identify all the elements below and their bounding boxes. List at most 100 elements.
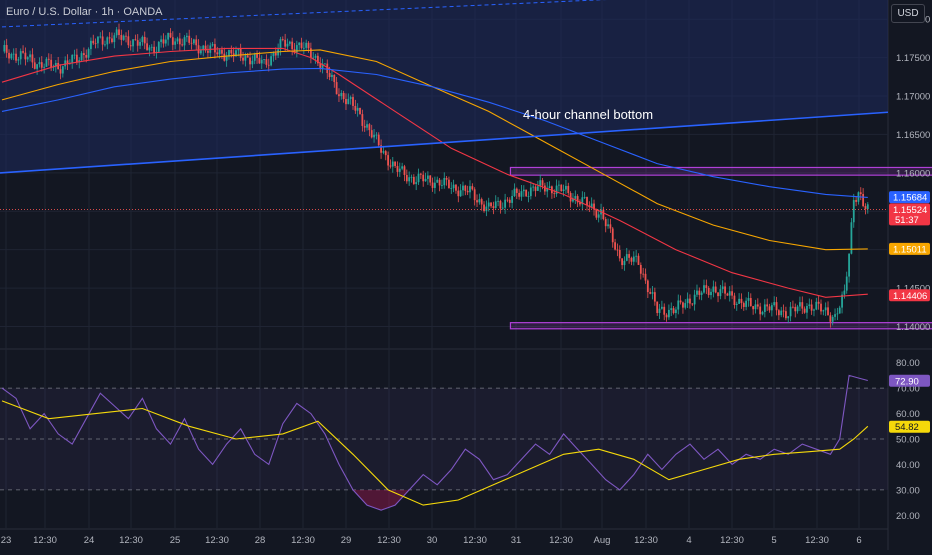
resistance-zone[interactable]	[509, 166, 932, 176]
price-label: 1.15684	[893, 193, 927, 204]
candle-body	[26, 57, 29, 60]
candle-body	[12, 53, 15, 55]
candle-body	[710, 291, 712, 296]
candle-body	[59, 69, 62, 74]
candle-body	[286, 43, 289, 47]
candle-body	[529, 187, 532, 197]
candle-body	[202, 45, 205, 51]
candle-body	[803, 308, 806, 313]
candle-body	[90, 40, 92, 50]
candle-body	[808, 304, 811, 306]
candle-body	[342, 92, 345, 100]
candle-body	[326, 63, 329, 74]
candle-body	[384, 151, 387, 156]
candle-body	[150, 46, 153, 48]
rsi-value-label-bg	[889, 374, 930, 387]
candle-body	[799, 302, 801, 307]
rsi-value-label: 54.82	[895, 422, 919, 433]
candle-body	[635, 255, 638, 257]
candle-body	[773, 302, 776, 306]
time-tick-label: 12:30	[119, 535, 143, 546]
price-tick-label: 1.14500	[896, 284, 930, 295]
candle-body	[85, 55, 88, 58]
candle-body	[127, 36, 130, 46]
candle-body	[279, 39, 282, 50]
candle-body	[204, 45, 207, 51]
time-tick-label: 12:30	[549, 535, 573, 546]
candle-body	[211, 44, 214, 46]
ema-slow-line	[1, 67, 868, 198]
candle-body	[242, 57, 244, 61]
candle-body	[218, 49, 221, 55]
time-tick-label: 24	[84, 535, 95, 546]
candle-body	[632, 256, 635, 262]
candle-body	[843, 290, 846, 295]
candle-body	[307, 42, 310, 49]
price-axis[interactable]: 1.180001.175001.170001.165001.160001.155…	[889, 15, 930, 522]
candle-body	[649, 292, 652, 294]
candle-body	[705, 285, 708, 288]
candle-body	[700, 292, 703, 295]
candle-body	[675, 309, 677, 314]
candle-body	[71, 54, 74, 64]
candle-body	[639, 264, 642, 274]
candle-body	[438, 179, 441, 186]
candle-body	[579, 202, 581, 205]
candle-body	[314, 55, 317, 58]
support-zone[interactable]	[509, 322, 932, 330]
candle-body	[99, 36, 102, 38]
candle-body	[157, 41, 160, 52]
candle-body	[436, 179, 439, 183]
channel-lines[interactable]	[0, 0, 889, 210]
candle-body	[660, 306, 663, 309]
time-tick-label: 12:30	[634, 535, 658, 546]
symbol-title[interactable]: Euro / U.S. Dollar · 1h · OANDA	[6, 6, 163, 18]
time-tick-label: 12:30	[805, 535, 829, 546]
candle-body	[272, 52, 275, 57]
candle-body	[43, 66, 46, 68]
candle-body	[125, 35, 127, 37]
candle-body	[321, 63, 324, 68]
candle-body	[249, 57, 251, 65]
candle-body	[5, 44, 8, 53]
candle-body	[141, 36, 144, 42]
candle-body	[377, 134, 380, 146]
candle-body	[36, 64, 38, 69]
candle-body	[190, 42, 193, 44]
candle-body	[153, 46, 155, 53]
candle-body	[852, 200, 855, 223]
price-label-bg	[889, 191, 930, 204]
candle-body	[831, 316, 834, 322]
candle-body	[792, 306, 794, 308]
candle-body	[719, 289, 722, 297]
candle-body	[64, 60, 67, 67]
candle-body	[731, 291, 733, 296]
candle-body	[469, 186, 471, 193]
candle-body	[864, 206, 867, 210]
candle-body	[178, 38, 181, 45]
candle-body	[497, 200, 499, 202]
time-tick-label: 12:30	[33, 535, 57, 546]
candle-body	[443, 177, 446, 186]
candle-body	[368, 124, 371, 131]
candle-body	[457, 190, 460, 197]
candle-body	[78, 60, 81, 63]
candle-body	[630, 257, 633, 262]
candle-body	[113, 35, 116, 43]
channel-bottom-line[interactable]	[0, 111, 889, 174]
candle-body	[490, 202, 492, 207]
candle-body	[246, 55, 249, 58]
candle-body	[679, 300, 682, 303]
candle-body	[543, 185, 546, 192]
support-resistance-zones[interactable]	[509, 166, 932, 330]
candle-body	[405, 174, 408, 182]
candle-body	[305, 42, 308, 48]
candle-body	[38, 62, 41, 65]
candle-body	[370, 130, 373, 138]
currency-button[interactable]: USD	[891, 4, 925, 23]
time-axis[interactable]: 23 12:30 24 12:30 25 12:30 28 12:30 29 12:30 30 12:…	[1, 535, 862, 546]
candle-body	[197, 45, 200, 54]
candle-body	[239, 48, 242, 58]
